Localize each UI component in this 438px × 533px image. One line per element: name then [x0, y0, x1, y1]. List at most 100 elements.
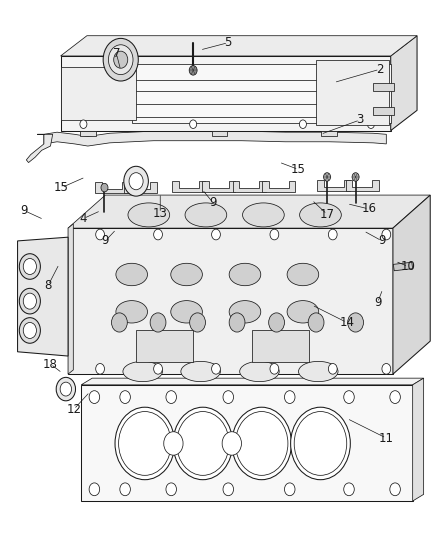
Ellipse shape [286, 301, 318, 323]
Text: 18: 18 [43, 358, 58, 370]
Text: 9: 9 [101, 235, 109, 247]
Text: 15: 15 [290, 163, 305, 176]
Circle shape [163, 432, 183, 455]
Ellipse shape [185, 203, 226, 227]
Ellipse shape [170, 301, 202, 323]
Circle shape [129, 173, 143, 190]
Circle shape [120, 483, 130, 496]
Text: 8: 8 [45, 279, 52, 292]
Circle shape [166, 391, 176, 403]
Circle shape [284, 391, 294, 403]
Circle shape [173, 407, 232, 480]
Ellipse shape [229, 263, 260, 286]
Polygon shape [412, 378, 423, 501]
Circle shape [89, 483, 99, 496]
Polygon shape [372, 83, 393, 91]
Circle shape [323, 173, 330, 181]
Ellipse shape [116, 301, 147, 323]
Circle shape [166, 483, 176, 496]
Ellipse shape [128, 176, 144, 186]
Circle shape [19, 288, 40, 314]
Circle shape [229, 313, 244, 332]
Polygon shape [68, 224, 73, 374]
Circle shape [23, 322, 36, 338]
Text: 4: 4 [79, 212, 87, 225]
Circle shape [389, 483, 399, 496]
Text: 17: 17 [319, 208, 334, 221]
Polygon shape [172, 181, 205, 192]
Circle shape [367, 120, 374, 128]
Polygon shape [392, 195, 429, 374]
Polygon shape [60, 36, 416, 56]
Polygon shape [18, 237, 68, 356]
Circle shape [60, 382, 71, 396]
Circle shape [351, 173, 358, 181]
Circle shape [108, 45, 133, 75]
Polygon shape [345, 180, 378, 191]
Circle shape [111, 313, 127, 332]
Polygon shape [211, 131, 227, 136]
Circle shape [113, 51, 127, 68]
Polygon shape [60, 56, 390, 131]
Polygon shape [44, 131, 385, 146]
Polygon shape [81, 378, 423, 385]
Circle shape [23, 259, 36, 274]
Circle shape [307, 313, 323, 332]
Text: 11: 11 [378, 432, 393, 445]
Circle shape [381, 364, 390, 374]
Polygon shape [131, 64, 390, 123]
Circle shape [389, 391, 399, 403]
Circle shape [222, 432, 241, 455]
Circle shape [95, 229, 104, 240]
Text: 14: 14 [339, 316, 353, 329]
Circle shape [343, 483, 353, 496]
Circle shape [211, 229, 220, 240]
Ellipse shape [125, 174, 147, 189]
Circle shape [80, 120, 87, 128]
Circle shape [56, 377, 75, 401]
Circle shape [103, 38, 138, 81]
Ellipse shape [180, 361, 220, 382]
Circle shape [211, 364, 220, 374]
Bar [136, 330, 193, 362]
Ellipse shape [298, 361, 337, 382]
Text: 9: 9 [208, 196, 216, 209]
Text: 12: 12 [66, 403, 81, 416]
Circle shape [101, 183, 108, 192]
Text: 3: 3 [356, 114, 363, 126]
Circle shape [328, 229, 336, 240]
Text: 13: 13 [152, 207, 167, 220]
Bar [252, 330, 309, 362]
Circle shape [268, 313, 284, 332]
Polygon shape [26, 134, 53, 163]
Circle shape [223, 391, 233, 403]
Ellipse shape [116, 263, 147, 286]
Ellipse shape [242, 203, 284, 227]
Text: 9: 9 [377, 235, 385, 247]
Circle shape [120, 391, 130, 403]
Text: 15: 15 [54, 181, 69, 194]
Text: 5: 5 [224, 36, 231, 49]
Text: 2: 2 [375, 63, 383, 76]
Circle shape [95, 364, 104, 374]
Circle shape [347, 313, 363, 332]
Ellipse shape [286, 263, 318, 286]
Polygon shape [68, 195, 429, 228]
Circle shape [19, 254, 40, 279]
Polygon shape [392, 262, 412, 271]
Ellipse shape [108, 61, 133, 71]
Circle shape [150, 313, 166, 332]
Text: 10: 10 [400, 260, 415, 273]
Circle shape [381, 229, 390, 240]
Circle shape [19, 318, 40, 343]
Circle shape [23, 293, 36, 309]
Polygon shape [113, 56, 128, 75]
Circle shape [290, 407, 350, 480]
Text: 9: 9 [373, 296, 381, 309]
Circle shape [299, 120, 306, 128]
Circle shape [284, 483, 294, 496]
Polygon shape [372, 107, 393, 115]
Ellipse shape [299, 203, 341, 227]
Circle shape [189, 313, 205, 332]
Polygon shape [315, 60, 388, 125]
